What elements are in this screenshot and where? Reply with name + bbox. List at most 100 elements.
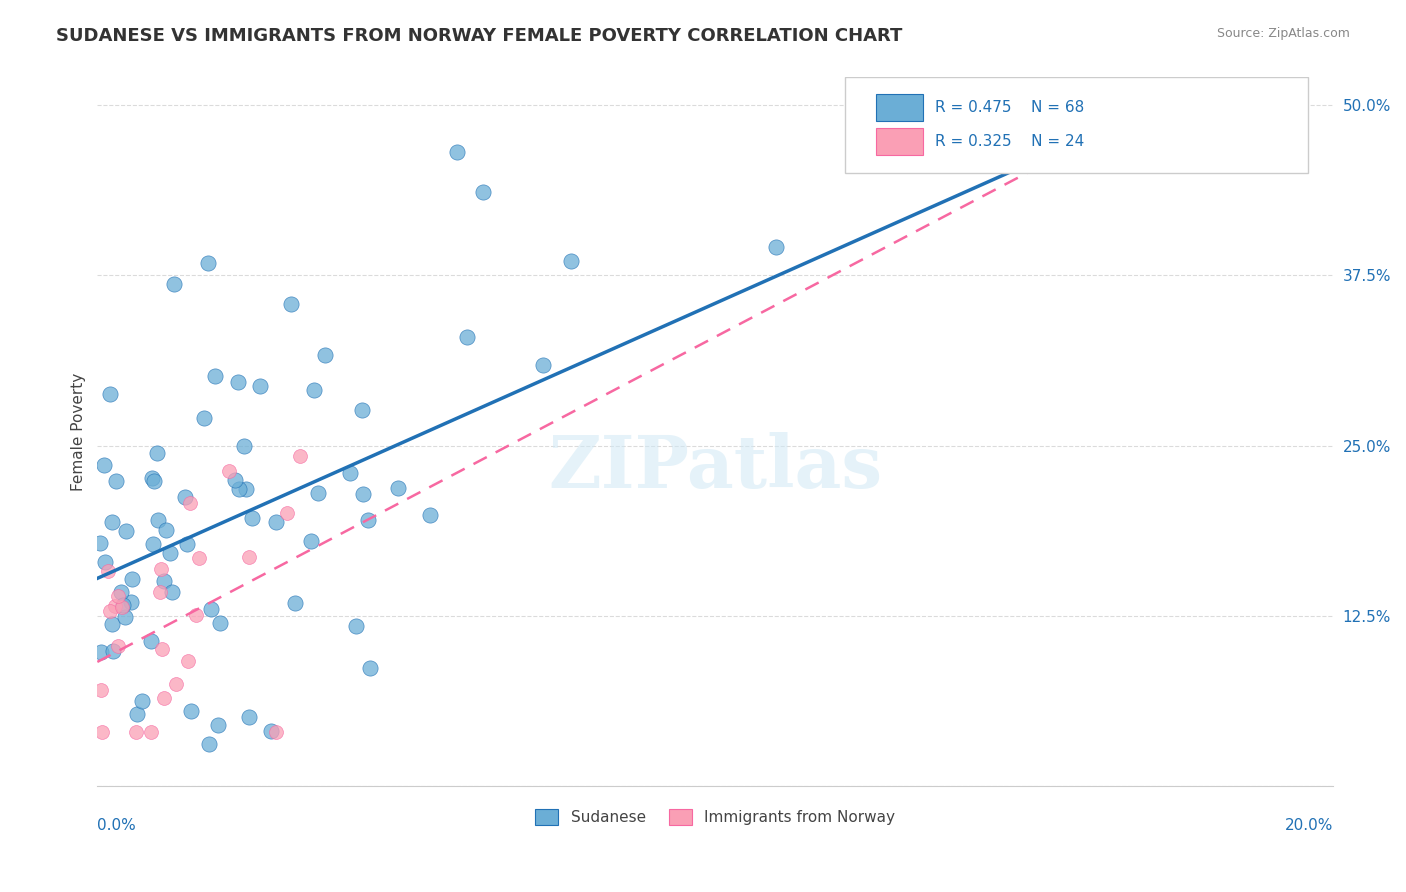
Point xyxy=(352,487,374,501)
Point xyxy=(419,508,441,523)
Point xyxy=(472,186,495,200)
Point xyxy=(115,524,138,538)
Point xyxy=(98,604,121,618)
Point xyxy=(197,737,219,751)
Point xyxy=(280,297,302,311)
Point xyxy=(90,645,112,659)
Point xyxy=(307,486,329,500)
Point xyxy=(765,240,787,254)
Point xyxy=(344,619,367,633)
Point xyxy=(177,654,200,668)
Point xyxy=(359,661,381,675)
Point xyxy=(111,598,134,612)
Point xyxy=(235,482,257,496)
Text: R = 0.325    N = 24: R = 0.325 N = 24 xyxy=(935,134,1084,149)
Point xyxy=(176,536,198,550)
Point xyxy=(107,589,129,603)
Point xyxy=(114,609,136,624)
Point xyxy=(264,515,287,529)
Point xyxy=(165,677,187,691)
Point xyxy=(141,725,163,739)
Point xyxy=(238,550,260,565)
Text: ZIPatlas: ZIPatlas xyxy=(548,432,882,503)
Point xyxy=(200,602,222,616)
Point xyxy=(121,572,143,586)
FancyBboxPatch shape xyxy=(845,78,1308,173)
Point xyxy=(232,439,254,453)
Point xyxy=(356,513,378,527)
Point xyxy=(179,496,201,510)
Point xyxy=(142,474,165,488)
Point xyxy=(160,585,183,599)
Point xyxy=(350,403,373,417)
Point xyxy=(125,725,148,739)
Point xyxy=(249,379,271,393)
Point xyxy=(560,253,582,268)
Point xyxy=(259,724,281,739)
Point xyxy=(224,473,246,487)
Point xyxy=(120,595,142,609)
Legend: Sudanese, Immigrants from Norway: Sudanese, Immigrants from Norway xyxy=(536,809,894,825)
Text: 0.0%: 0.0% xyxy=(97,818,136,833)
Point xyxy=(299,533,322,548)
Point xyxy=(207,718,229,732)
Point xyxy=(150,561,173,575)
Point xyxy=(387,481,409,495)
Point xyxy=(90,683,112,698)
Point xyxy=(197,255,219,269)
Point xyxy=(339,466,361,480)
Text: 20.0%: 20.0% xyxy=(1285,818,1333,833)
Text: R = 0.475    N = 68: R = 0.475 N = 68 xyxy=(935,100,1084,115)
Point xyxy=(104,599,127,614)
Point xyxy=(174,490,197,504)
Point xyxy=(159,546,181,560)
Point xyxy=(228,482,250,496)
Point xyxy=(98,386,121,401)
Point xyxy=(284,596,307,610)
Point xyxy=(226,376,249,390)
Point xyxy=(204,369,226,384)
Point xyxy=(180,704,202,718)
Point xyxy=(100,515,122,529)
Point xyxy=(208,616,231,631)
Point xyxy=(153,574,176,588)
Point xyxy=(153,691,176,706)
Point xyxy=(446,145,468,159)
Y-axis label: Female Poverty: Female Poverty xyxy=(72,373,86,491)
Point xyxy=(456,330,478,344)
Point xyxy=(141,471,163,485)
Point xyxy=(101,616,124,631)
Point xyxy=(242,511,264,525)
Point xyxy=(125,706,148,721)
Point xyxy=(163,277,186,292)
Point xyxy=(145,446,167,460)
Point xyxy=(89,536,111,550)
Point xyxy=(110,585,132,599)
Point xyxy=(188,550,211,565)
Point xyxy=(93,458,115,472)
Point xyxy=(288,449,311,463)
Point xyxy=(304,383,326,397)
Point xyxy=(155,523,177,537)
Point xyxy=(266,725,288,739)
Point xyxy=(111,600,134,615)
Point xyxy=(193,411,215,425)
Point xyxy=(276,506,298,520)
Point xyxy=(101,644,124,658)
Bar xyxy=(876,128,922,155)
Point xyxy=(146,513,169,527)
Text: SUDANESE VS IMMIGRANTS FROM NORWAY FEMALE POVERTY CORRELATION CHART: SUDANESE VS IMMIGRANTS FROM NORWAY FEMAL… xyxy=(56,27,903,45)
Point xyxy=(142,537,165,551)
Bar xyxy=(876,95,922,121)
Point xyxy=(94,555,117,569)
Point xyxy=(238,709,260,723)
Point xyxy=(218,464,240,478)
Point xyxy=(97,564,120,578)
Point xyxy=(139,633,162,648)
Text: Source: ZipAtlas.com: Source: ZipAtlas.com xyxy=(1216,27,1350,40)
Point xyxy=(148,584,170,599)
Point xyxy=(150,642,173,657)
Point xyxy=(90,725,112,739)
Point xyxy=(186,607,208,622)
Point xyxy=(531,358,554,372)
